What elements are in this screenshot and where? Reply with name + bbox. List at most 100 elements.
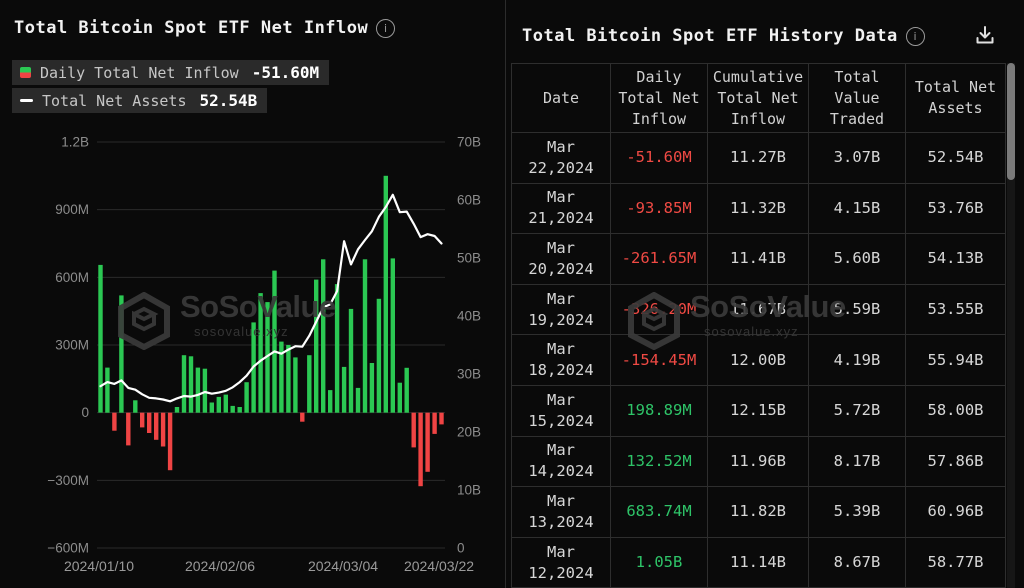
cell-daily-inflow: -51.60M	[610, 132, 708, 184]
daily-inflow-bar[interactable]	[237, 407, 242, 413]
daily-inflow-bar[interactable]	[279, 341, 284, 413]
net-assets-line[interactable]	[99, 193, 443, 403]
daily-inflow-bar[interactable]	[258, 293, 263, 413]
daily-inflow-bar[interactable]	[126, 412, 131, 446]
net-inflow-chart[interactable]: 1.2B 900M 600M 300M 0 −300M −600M 70B 60B 50B 40B 3…	[0, 0, 505, 588]
download-button[interactable]	[972, 22, 998, 48]
right-axis-label: 70B	[457, 135, 481, 150]
chart-title: Total Bitcoin Spot ETF Net Inflow i	[14, 18, 396, 38]
daily-inflow-bar[interactable]	[355, 387, 361, 413]
left-axis-label: 900M	[55, 202, 89, 217]
daily-inflow-bar[interactable]	[411, 412, 416, 448]
daily-inflow-bar[interactable]	[383, 175, 388, 413]
table-scrollbar-thumb[interactable]	[1007, 63, 1015, 180]
cell-value-traded: 5.60B	[808, 233, 906, 285]
table-scrollbar-track[interactable]	[1007, 63, 1015, 588]
daily-inflow-bar[interactable]	[181, 355, 187, 413]
cell-net-assets: 53.76B	[905, 182, 1006, 235]
daily-inflow-bar[interactable]	[223, 394, 228, 413]
line-series-marker-icon	[20, 99, 33, 102]
right-axis-label: 20B	[457, 425, 481, 440]
table-row: Mar 22,2024 -51.60M 11.27B 3.07B 52.54B	[511, 132, 1006, 184]
daily-inflow-bar[interactable]	[216, 396, 221, 413]
daily-inflow-bar[interactable]	[307, 355, 312, 413]
x-axis-label: 2024/02/06	[185, 558, 255, 574]
table-header-row: Date Daily Total Net Inflow Cumulative T…	[511, 63, 1006, 133]
daily-inflow-bar[interactable]	[188, 356, 194, 413]
cell-date: Mar 18,2024	[511, 334, 611, 386]
cell-cumulative-inflow: 11.14B	[707, 536, 809, 588]
daily-inflow-bar[interactable]	[195, 367, 201, 413]
legend-item-daily-net-inflow[interactable]: Daily Total Net Inflow -51.60M	[12, 60, 330, 85]
right-axis-label: 40B	[457, 309, 481, 324]
x-axis-label: 2024/03/04	[308, 558, 378, 574]
daily-inflow-bar[interactable]	[147, 412, 152, 433]
bar-series-marker-icon	[20, 67, 31, 78]
daily-inflow-bar[interactable]	[202, 368, 208, 413]
daily-inflow-bar[interactable]	[328, 390, 333, 413]
daily-inflow-bar[interactable]	[390, 258, 395, 413]
cell-value-traded: 5.59B	[808, 283, 906, 336]
legend-label: Daily Total Net Inflow	[40, 63, 239, 82]
cell-date: Mar 14,2024	[511, 435, 611, 488]
daily-inflow-bar[interactable]	[404, 367, 409, 413]
daily-inflow-bar[interactable]	[272, 270, 277, 413]
cell-value-traded: 5.39B	[808, 486, 906, 538]
legend-item-total-net-assets[interactable]: Total Net Assets 52.54B	[12, 88, 268, 113]
daily-inflow-bar[interactable]	[376, 298, 382, 413]
cell-daily-inflow: 198.89M	[610, 384, 708, 437]
cell-net-assets: 57.86B	[905, 435, 1006, 488]
left-axis-label: −300M	[47, 473, 89, 488]
daily-inflow-bar[interactable]	[98, 264, 103, 413]
daily-inflow-bar[interactable]	[300, 412, 305, 422]
info-icon[interactable]: i	[376, 18, 396, 38]
cell-net-assets: 58.00B	[905, 384, 1006, 437]
info-icon[interactable]: i	[905, 26, 925, 46]
daily-inflow-bar[interactable]	[348, 308, 354, 413]
cell-daily-inflow: -93.85M	[610, 182, 708, 235]
daily-inflow-bar[interactable]	[209, 402, 214, 413]
cell-value-traded: 4.19B	[808, 334, 906, 386]
daily-inflow-bar[interactable]	[314, 279, 319, 413]
daily-inflow-bar[interactable]	[369, 363, 375, 413]
daily-inflow-bar[interactable]	[418, 412, 423, 487]
daily-inflow-bar[interactable]	[154, 412, 159, 440]
right-axis-label: 50B	[457, 251, 481, 266]
daily-inflow-bar[interactable]	[167, 412, 173, 471]
daily-inflow-bar[interactable]	[174, 407, 180, 413]
daily-inflow-bar[interactable]	[244, 382, 249, 413]
right-axis-label: 10B	[457, 483, 481, 498]
cell-value-traded: 3.07B	[808, 132, 906, 184]
daily-inflow-bar[interactable]	[112, 412, 117, 431]
cell-cumulative-inflow: 11.82B	[707, 486, 809, 538]
daily-inflow-bar[interactable]	[265, 302, 270, 413]
table-row: Mar 14,2024 132.52M 11.96B 8.17B 57.86B	[511, 435, 1006, 488]
daily-inflow-bar[interactable]	[362, 259, 368, 413]
daily-inflow-bar[interactable]	[293, 357, 298, 413]
cell-cumulative-inflow: 12.00B	[707, 334, 809, 386]
daily-inflow-bar[interactable]	[439, 412, 444, 425]
table-title-text: Total Bitcoin Spot ETF History Data	[522, 26, 898, 46]
cell-date: Mar 19,2024	[511, 283, 611, 336]
daily-inflow-bar[interactable]	[334, 284, 340, 413]
chart-title-text: Total Bitcoin Spot ETF Net Inflow	[14, 18, 369, 38]
daily-inflow-bar[interactable]	[119, 295, 124, 413]
left-axis-label: 1.2B	[61, 135, 89, 150]
daily-inflow-bar[interactable]	[105, 367, 110, 413]
daily-inflow-bar[interactable]	[230, 405, 235, 413]
left-axis-label: 0	[81, 405, 89, 420]
column-header-daily-inflow: Daily Total Net Inflow	[610, 63, 708, 133]
daily-inflow-bar[interactable]	[397, 382, 402, 413]
cell-daily-inflow: 1.05B	[610, 536, 708, 588]
cell-net-assets: 60.96B	[905, 486, 1006, 538]
daily-inflow-bar[interactable]	[341, 366, 347, 413]
daily-inflow-bar[interactable]	[425, 412, 430, 472]
daily-inflow-bar[interactable]	[321, 259, 326, 413]
daily-inflow-bar[interactable]	[160, 412, 166, 447]
daily-inflow-bar[interactable]	[133, 400, 138, 413]
daily-inflow-bar[interactable]	[432, 412, 437, 434]
daily-inflow-bar[interactable]	[286, 345, 291, 413]
right-axis-label: 30B	[457, 367, 481, 382]
daily-inflow-bar[interactable]	[140, 412, 145, 428]
